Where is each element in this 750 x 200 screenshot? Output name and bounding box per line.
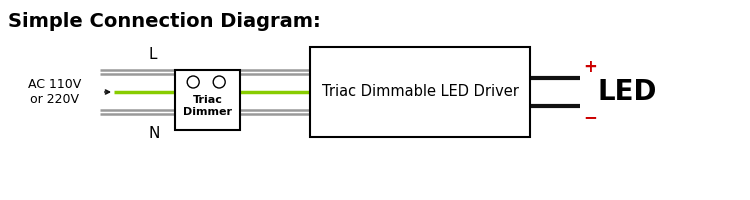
Text: Triac Dimmable LED Driver: Triac Dimmable LED Driver (322, 84, 518, 99)
Text: Triac
Dimmer: Triac Dimmer (183, 95, 232, 117)
Text: N: N (148, 126, 159, 141)
Text: −: − (583, 108, 597, 126)
Circle shape (188, 76, 200, 88)
Text: AC 110V
or 220V: AC 110V or 220V (28, 78, 82, 106)
Bar (175, 70, 240, 130)
Text: LED: LED (598, 78, 658, 106)
Circle shape (213, 76, 225, 88)
Text: +: + (583, 58, 597, 76)
Text: Simple Connection Diagram:: Simple Connection Diagram: (8, 12, 321, 31)
Text: L: L (148, 47, 157, 62)
Bar (310, 47, 530, 137)
